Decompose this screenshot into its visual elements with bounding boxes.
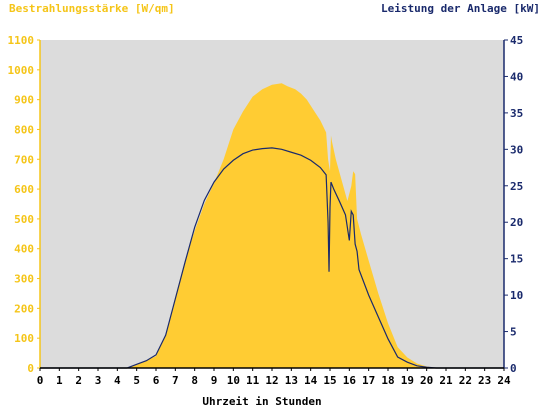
x-tick-label: 3 xyxy=(95,374,102,387)
x-tick-label: 5 xyxy=(133,374,140,387)
right-tick-label: 10 xyxy=(510,289,523,302)
right-tick-label: 40 xyxy=(510,70,523,83)
x-tick-label: 17 xyxy=(362,374,375,387)
x-tick-label: 12 xyxy=(265,374,278,387)
x-tick-label: 13 xyxy=(285,374,298,387)
left-tick-label: 1000 xyxy=(8,64,35,77)
x-tick-label: 15 xyxy=(323,374,336,387)
left-tick-label: 900 xyxy=(14,94,34,107)
right-tick-label: 35 xyxy=(510,107,523,120)
x-tick-label: 2 xyxy=(75,374,82,387)
x-tick-label: 11 xyxy=(246,374,260,387)
left-tick-label: 300 xyxy=(14,273,34,286)
left-tick-label: 800 xyxy=(14,123,34,136)
right-tick-label: 45 xyxy=(510,34,523,47)
left-tick-label: 600 xyxy=(14,183,34,196)
irradiance-area xyxy=(40,83,504,369)
x-tick-label: 21 xyxy=(439,374,453,387)
x-tick-label: 10 xyxy=(227,374,240,387)
left-ticks: 0 100 200 300 400 500 600 700 800 900 1000 1100 xyxy=(8,34,40,375)
x-tick-label: 0 xyxy=(37,374,44,387)
right-tick-label: 5 xyxy=(510,326,517,339)
x-tick-label: 4 xyxy=(114,374,121,387)
right-ticks: 0 5 10 15 20 25 30 35 40 45 xyxy=(504,34,523,375)
x-tick-label: 20 xyxy=(420,374,433,387)
x-tick-label: 9 xyxy=(211,374,218,387)
right-tick-label: 0 xyxy=(510,362,517,375)
left-tick-label: 100 xyxy=(14,332,34,345)
left-tick-label: 200 xyxy=(14,302,34,315)
right-axis-title: Leistung der Anlage [kW] xyxy=(381,2,540,15)
left-tick-label: 1100 xyxy=(8,34,35,47)
left-axis-title: Bestrahlungsstärke [W/qm] xyxy=(9,2,175,15)
x-tick-label: 16 xyxy=(343,374,357,387)
x-ticks: 0 1 2 3 4 5 6 7 8 9 10 11 12 13 14 15 16 17 18 19 20 21 22 23 24 xyxy=(37,368,511,387)
right-tick-label: 20 xyxy=(510,216,523,229)
x-tick-label: 24 xyxy=(497,374,511,387)
x-tick-label: 19 xyxy=(401,374,414,387)
right-tick-label: 15 xyxy=(510,253,523,266)
x-tick-label: 1 xyxy=(56,374,63,387)
right-tick-label: 25 xyxy=(510,180,523,193)
x-tick-label: 18 xyxy=(381,374,394,387)
x-tick-label: 22 xyxy=(459,374,472,387)
x-axis-title: Uhrzeit in Stunden xyxy=(202,395,321,408)
x-tick-label: 6 xyxy=(153,374,160,387)
x-tick-label: 8 xyxy=(191,374,198,387)
right-tick-label: 30 xyxy=(510,143,523,156)
left-tick-label: 700 xyxy=(14,153,34,166)
x-tick-label: 23 xyxy=(478,374,491,387)
left-tick-label: 0 xyxy=(27,362,34,375)
x-tick-label: 14 xyxy=(304,374,318,387)
left-tick-label: 500 xyxy=(14,213,34,226)
power-line xyxy=(40,147,504,369)
left-tick-label: 400 xyxy=(14,243,34,256)
x-tick-label: 7 xyxy=(172,374,179,387)
